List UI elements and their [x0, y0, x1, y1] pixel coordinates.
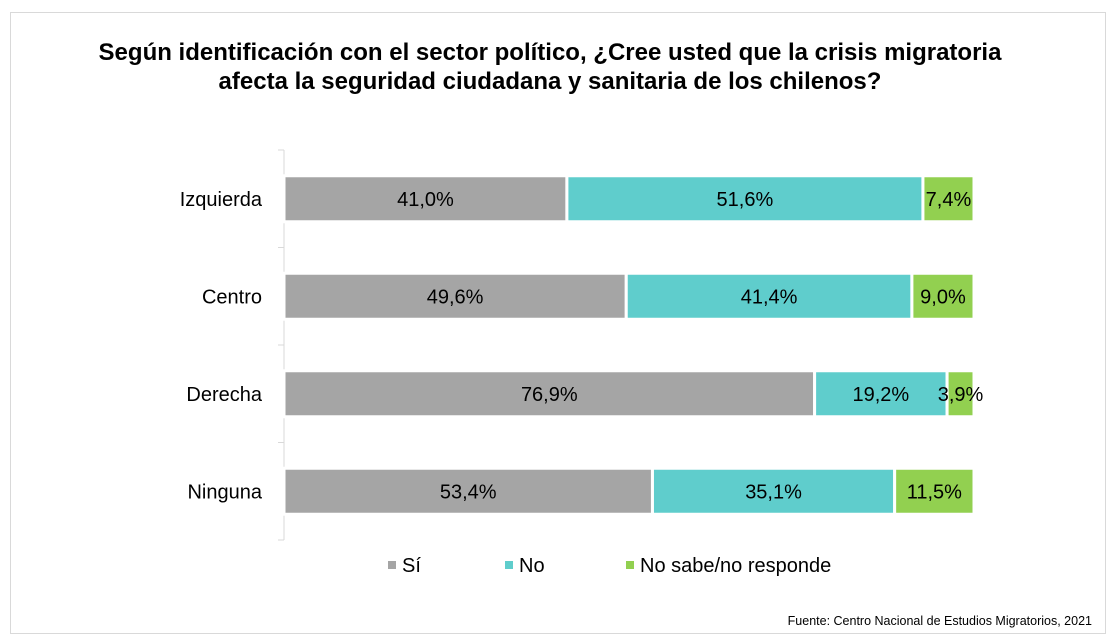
legend-swatch	[388, 561, 396, 569]
bar-segment	[624, 271, 914, 321]
bar-segment	[565, 174, 925, 224]
source-note: Fuente: Centro Nacional de Estudios Migr…	[787, 614, 1092, 628]
data-label: 53,4%	[440, 481, 497, 503]
data-label: 35,1%	[745, 481, 802, 503]
legend-label: Sí	[402, 555, 421, 577]
data-label: 11,5%	[907, 481, 962, 503]
bar-segment	[893, 466, 976, 516]
data-label: 41,4%	[741, 286, 798, 308]
data-label: 76,9%	[521, 384, 578, 406]
data-label: 3,9%	[938, 384, 984, 406]
category-axis: Izquierda Centro Derecha Ninguna	[180, 149, 285, 541]
data-label: 7,4%	[926, 189, 972, 211]
legend: Sí No No sabe/no responde	[388, 555, 831, 577]
category-label: Ninguna	[187, 481, 262, 503]
bar-segment	[813, 369, 949, 419]
bars: 41,0% 51,6% 7,4% 49,6% 41,4% 9,0% 76,9% 19,2% 3,…	[282, 174, 984, 516]
data-label: 19,2%	[852, 384, 909, 406]
data-label: 49,6%	[427, 286, 484, 308]
legend-label: No	[519, 555, 545, 577]
legend-swatch	[626, 561, 634, 569]
category-label: Izquierda	[180, 189, 263, 211]
chart-title: Según identificación con el sector polít…	[98, 39, 1002, 95]
category-label: Centro	[202, 286, 262, 308]
bar-segment	[282, 466, 654, 516]
legend-swatch	[505, 561, 513, 569]
data-label: 9,0%	[920, 286, 966, 308]
bar-segment	[921, 174, 976, 224]
bar-segment	[945, 369, 976, 419]
data-label: 41,0%	[397, 189, 454, 211]
bar-segment	[282, 271, 628, 321]
chart-frame	[10, 12, 1106, 634]
category-label: Derecha	[186, 384, 262, 406]
data-label: 51,6%	[717, 189, 774, 211]
legend-label: No sabe/no responde	[640, 555, 831, 577]
bar-segment	[282, 174, 569, 224]
bar-segment	[910, 271, 976, 321]
